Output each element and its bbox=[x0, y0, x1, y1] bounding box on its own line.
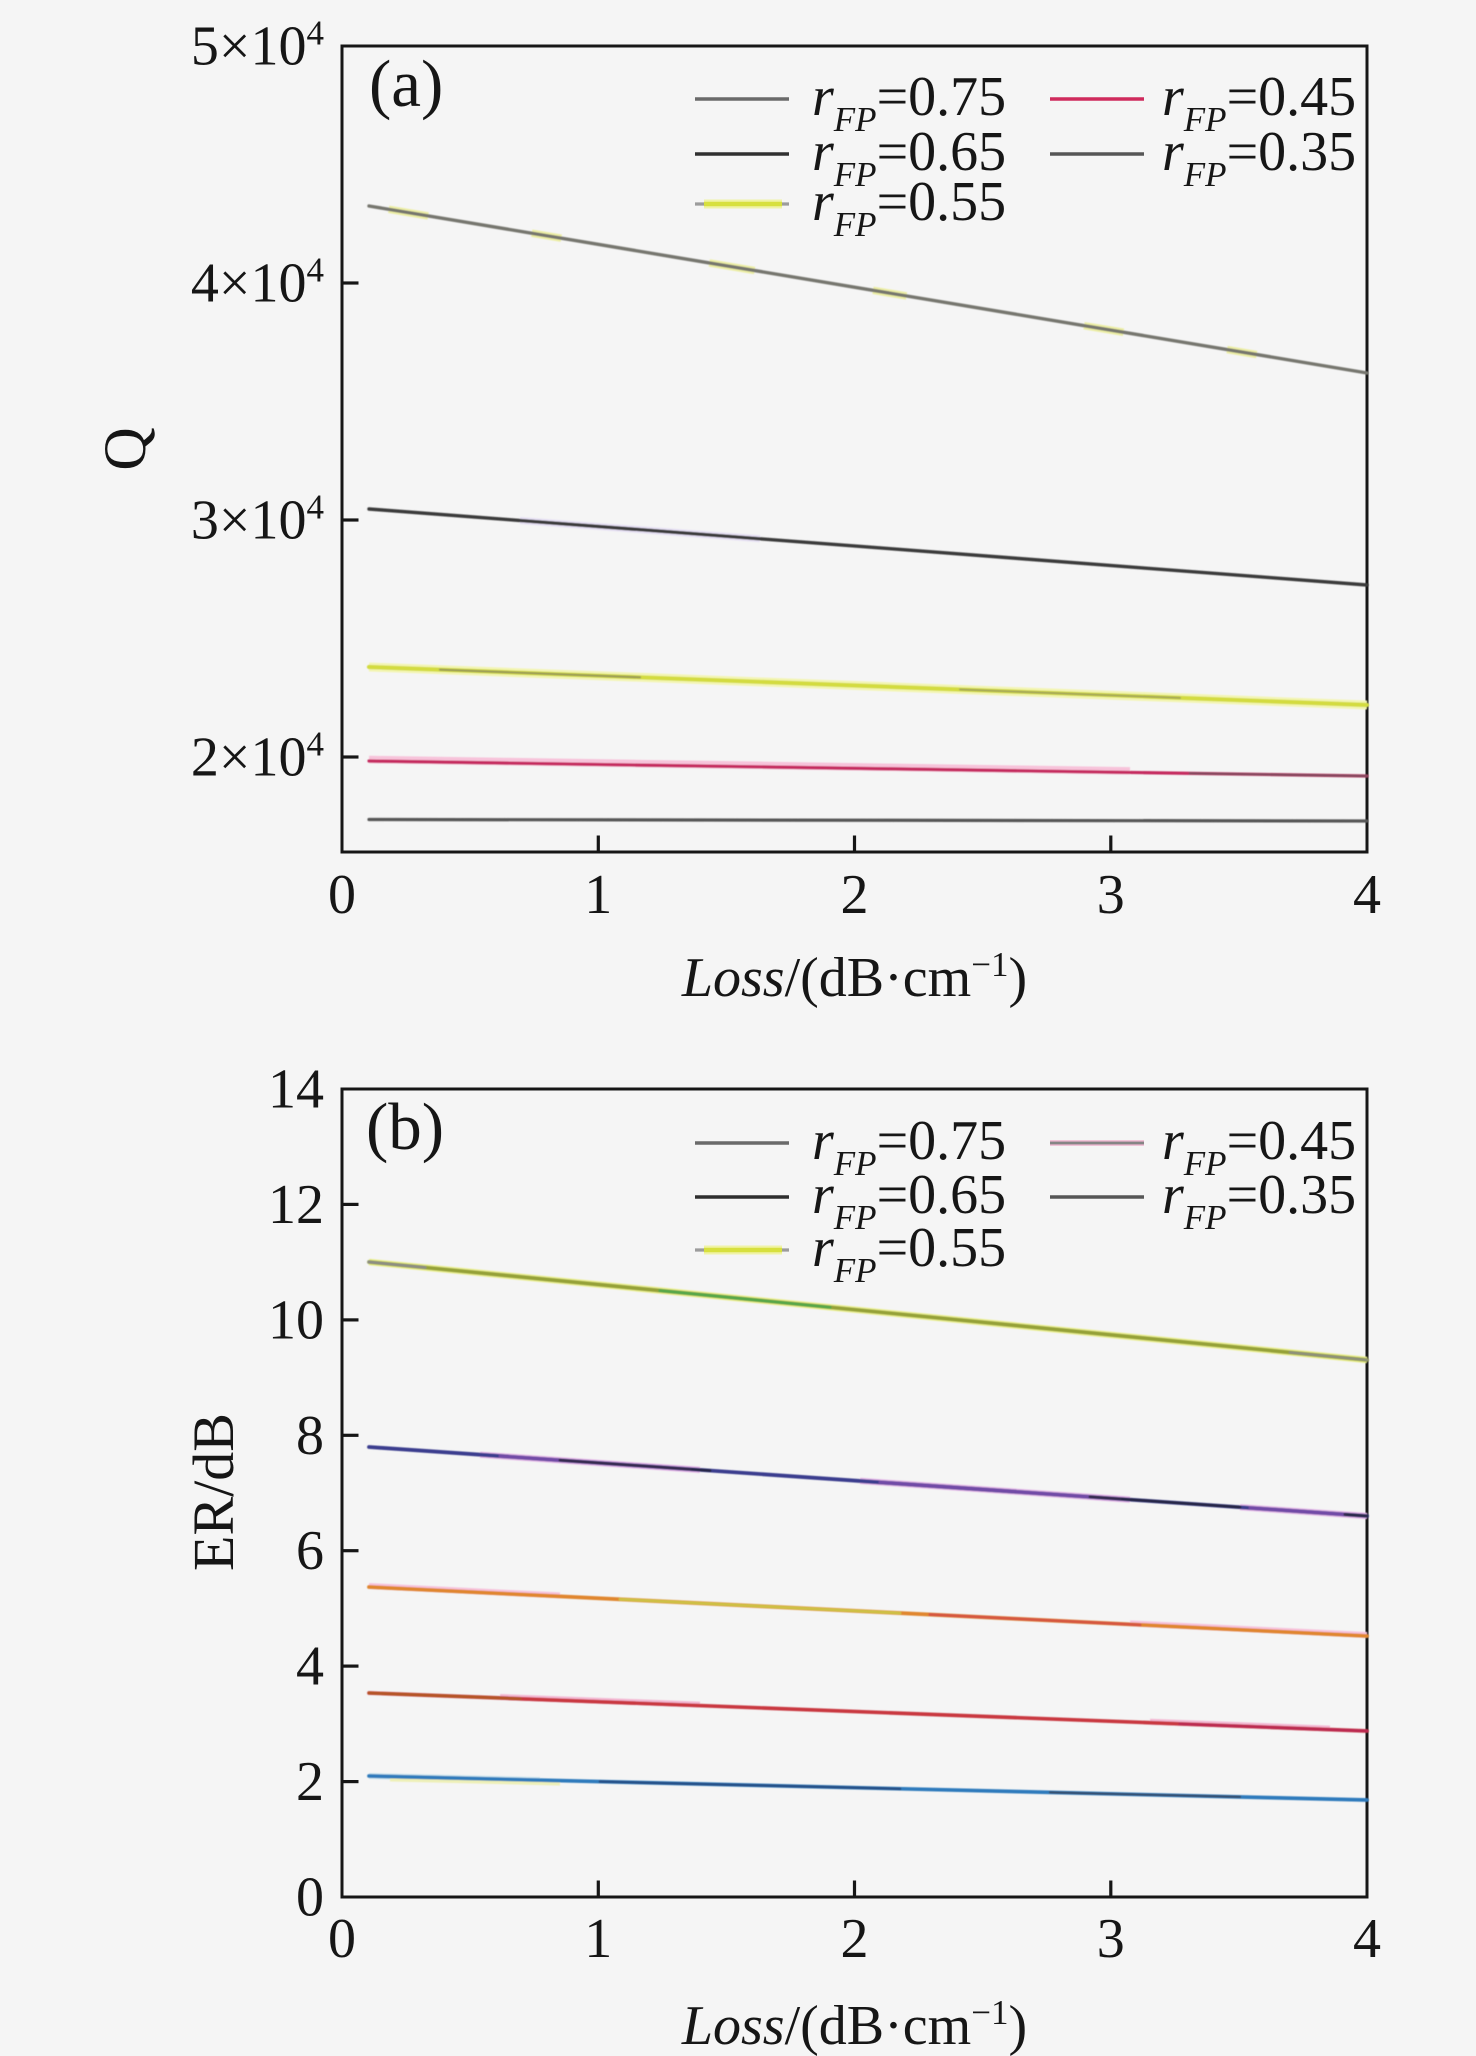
svg-text:3×104: 3×104 bbox=[191, 488, 324, 552]
svg-text:rFP=0.55: rFP=0.55 bbox=[812, 171, 1006, 244]
svg-text:(a): (a) bbox=[369, 47, 443, 121]
svg-text:2: 2 bbox=[296, 1751, 324, 1813]
svg-text:4: 4 bbox=[1353, 1908, 1381, 1970]
svg-text:3: 3 bbox=[1097, 1908, 1125, 1970]
svg-text:0: 0 bbox=[328, 864, 356, 926]
svg-text:0: 0 bbox=[328, 1908, 356, 1970]
svg-text:rFP=0.55: rFP=0.55 bbox=[812, 1217, 1006, 1290]
svg-text:rFP=0.45: rFP=0.45 bbox=[1162, 66, 1356, 139]
svg-text:1: 1 bbox=[584, 864, 612, 926]
svg-text:2: 2 bbox=[841, 864, 869, 926]
svg-text:ER/dB: ER/dB bbox=[181, 1413, 246, 1571]
svg-text:2×104: 2×104 bbox=[191, 725, 324, 789]
svg-text:2: 2 bbox=[841, 1908, 869, 1970]
svg-text:rFP=0.45: rFP=0.45 bbox=[1162, 1110, 1356, 1183]
svg-text:8: 8 bbox=[296, 1405, 324, 1467]
svg-text:4×104: 4×104 bbox=[191, 251, 324, 315]
svg-text:rFP=0.35: rFP=0.35 bbox=[1162, 121, 1356, 194]
svg-text:1: 1 bbox=[584, 1908, 612, 1970]
svg-text:6: 6 bbox=[296, 1520, 324, 1582]
svg-text:rFP=0.75: rFP=0.75 bbox=[812, 1110, 1006, 1183]
svg-text:10: 10 bbox=[268, 1289, 324, 1351]
svg-text:3: 3 bbox=[1097, 864, 1125, 926]
svg-text:4: 4 bbox=[296, 1636, 324, 1698]
svg-text:Loss/(dB·cm−1): Loss/(dB·cm−1) bbox=[681, 945, 1027, 1009]
svg-text:rFP=0.75: rFP=0.75 bbox=[812, 66, 1006, 139]
svg-text:12: 12 bbox=[268, 1174, 324, 1236]
svg-text:rFP=0.35: rFP=0.35 bbox=[1162, 1164, 1356, 1237]
svg-text:rFP=0.65: rFP=0.65 bbox=[812, 121, 1006, 194]
svg-text:(b): (b) bbox=[366, 1090, 444, 1164]
svg-text:rFP=0.65: rFP=0.65 bbox=[812, 1164, 1006, 1237]
svg-text:Q: Q bbox=[92, 427, 158, 470]
svg-text:Loss/(dB·cm−1): Loss/(dB·cm−1) bbox=[681, 1993, 1027, 2056]
svg-text:14: 14 bbox=[268, 1059, 324, 1121]
svg-text:5×104: 5×104 bbox=[191, 14, 324, 78]
svg-text:0: 0 bbox=[296, 1867, 324, 1929]
svg-text:4: 4 bbox=[1353, 864, 1381, 926]
